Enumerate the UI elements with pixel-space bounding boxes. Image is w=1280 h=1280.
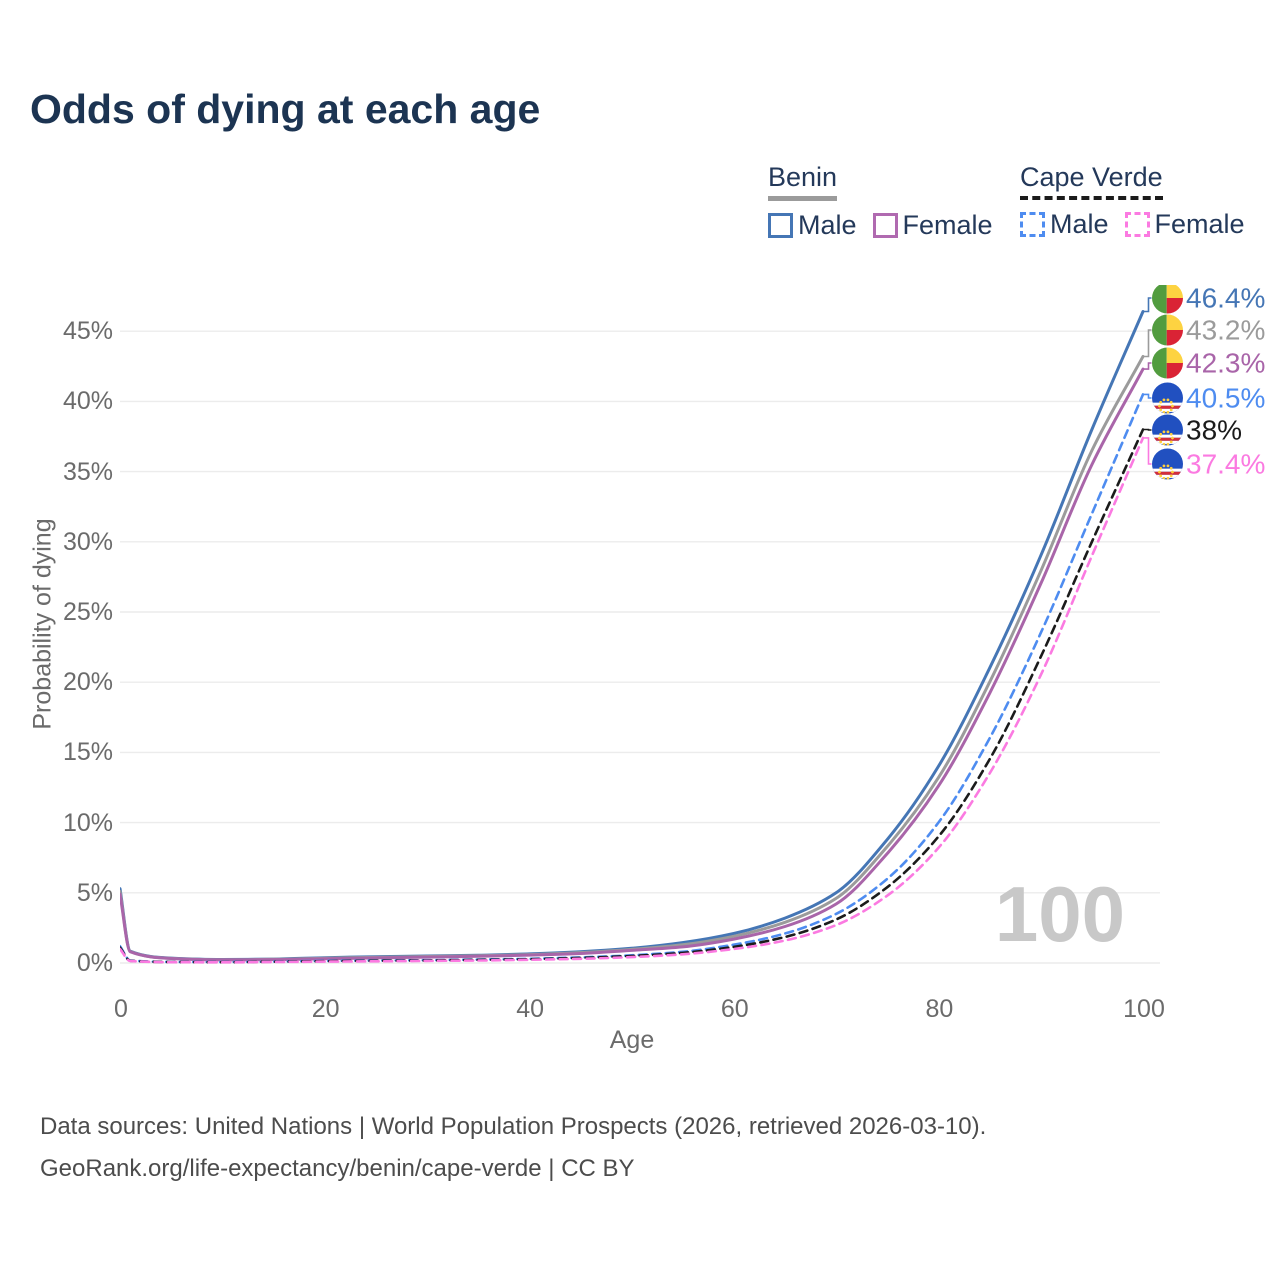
footer: Data sources: United Nations | World Pop… <box>40 1106 986 1190</box>
end-label-connector <box>1143 297 1152 313</box>
legend-item-label: Female <box>902 210 993 240</box>
legend-swatch <box>872 213 898 238</box>
end-label-connector <box>1143 437 1152 465</box>
x-tick-label: 60 <box>720 995 749 1023</box>
series-line-cape-verde-female[interactable] <box>120 436 1145 964</box>
page-title: Odds of dying at each age <box>30 86 541 132</box>
legend-item-cape-verde-female[interactable]: Female <box>1124 209 1245 240</box>
legend-group-benin: Benin Male Female <box>768 162 1009 241</box>
series-line-cape-verde-male[interactable] <box>120 393 1145 964</box>
x-tick-label: 40 <box>516 995 545 1023</box>
legend-swatch <box>768 213 793 238</box>
legend-item-label: Female <box>1154 209 1245 239</box>
legend-item-benin-male[interactable]: Male <box>768 210 857 241</box>
end-value-label-cape-verde-male: 40.5% <box>1186 383 1265 414</box>
y-tick-label: 30% <box>62 527 113 556</box>
legend-country-label[interactable]: Benin <box>768 162 838 201</box>
y-tick-label: 40% <box>62 387 113 416</box>
y-tick-label: 10% <box>62 808 113 837</box>
age-watermark: 100 <box>995 870 1125 958</box>
plot-area: 100 46.4%43.2%42.3% 40.5%38%37.4% <box>120 285 1265 964</box>
end-label-connector <box>1143 329 1152 358</box>
legend-country-label[interactable]: Cape Verde <box>1020 162 1163 200</box>
end-label-connector <box>1143 393 1152 399</box>
series-line-benin-male[interactable] <box>120 310 1145 962</box>
cape-verde-flag-icon <box>1152 414 1183 446</box>
legend-item-label: Male <box>1050 209 1109 239</box>
cape-verde-flag-icon <box>1152 382 1183 414</box>
legend-swatch <box>1124 212 1150 237</box>
benin-flag-icon <box>1152 285 1183 314</box>
series-line-benin-female[interactable] <box>120 367 1145 962</box>
end-value-label-cape-verde-both-sexes: 38% <box>1186 415 1242 446</box>
cape-verde-flag-icon <box>1152 448 1183 480</box>
y-tick-label: 15% <box>62 738 113 767</box>
y-tick-label: 25% <box>62 598 113 626</box>
legend-item-label: Male <box>798 210 857 240</box>
footer-data-sources: Data sources: United Nations | World Pop… <box>40 1113 987 1140</box>
series-line-benin-both-sexes[interactable] <box>120 355 1145 962</box>
legend-item-benin-female[interactable]: Female <box>872 210 993 241</box>
y-tick-label: 0% <box>76 949 113 977</box>
x-tick-label: 20 <box>311 995 340 1023</box>
end-value-label-benin-both-sexes: 43.2% <box>1186 315 1265 346</box>
x-tick-label: 80 <box>925 995 954 1023</box>
y-tick-label: 20% <box>62 668 113 697</box>
x-tick-label: 0 <box>114 995 128 1023</box>
y-tick-label: 35% <box>62 457 113 486</box>
end-value-label-benin-male: 46.4% <box>1186 285 1265 314</box>
footer-attribution: GeoRank.org/life-expectancy/benin/cape-v… <box>40 1155 635 1182</box>
legend-item-cape-verde-male[interactable]: Male <box>1020 209 1109 240</box>
legend-swatch <box>1020 212 1045 237</box>
end-value-label-benin-female: 42.3% <box>1186 348 1265 379</box>
end-value-label-cape-verde-female: 37.4% <box>1186 449 1265 480</box>
end-label-connector <box>1143 362 1152 370</box>
y-tick-label: 45% <box>62 317 113 346</box>
x-axis-title: Age <box>609 1026 655 1054</box>
legend-group-cape-verde: Cape Verde Male Female <box>1020 162 1261 240</box>
end-label-connector <box>1143 428 1152 431</box>
y-tick-label: 5% <box>76 878 113 907</box>
x-tick-label: 100 <box>1123 995 1165 1023</box>
